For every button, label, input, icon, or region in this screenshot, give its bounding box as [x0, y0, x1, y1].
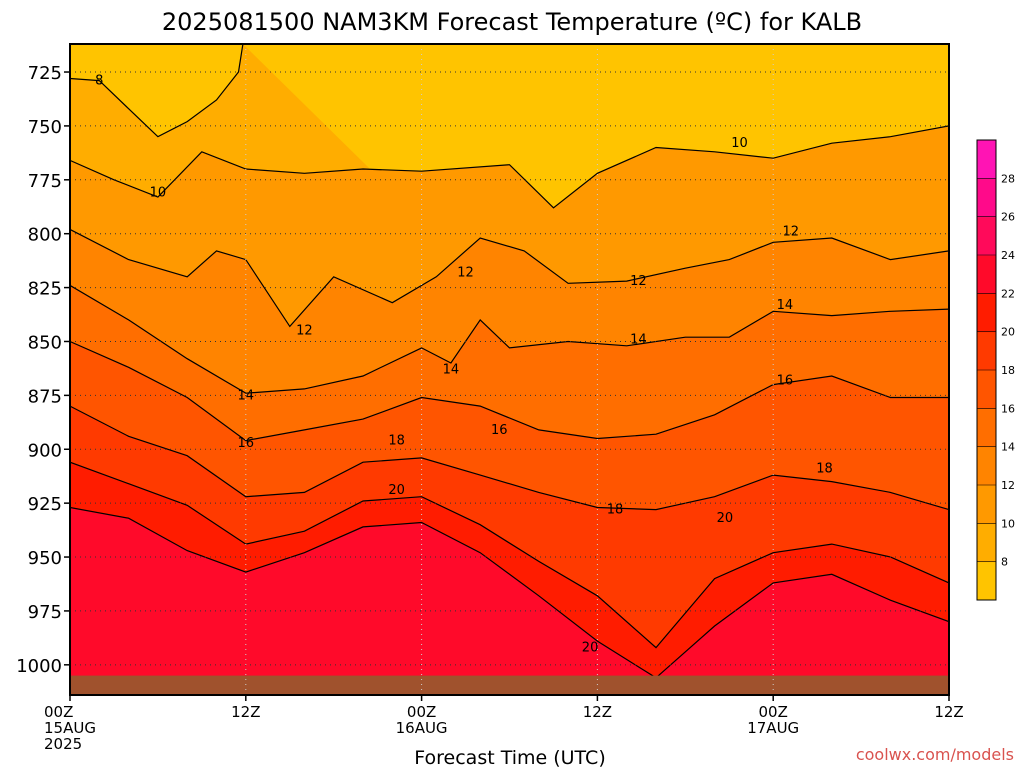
- x-tick-label-60-0: 12Z: [934, 703, 963, 721]
- contour-label-11: 16: [238, 436, 255, 451]
- y-tick-label-775: 775: [28, 171, 62, 192]
- isotherm-10: [70, 125, 949, 209]
- contour-label-10: 14: [777, 298, 794, 313]
- y-tick-label-825: 825: [28, 279, 62, 300]
- x-tick-label-48-1: 17AUG: [747, 719, 799, 737]
- colorbar-label-18: 18: [1001, 364, 1015, 377]
- contour-label-16: 18: [816, 462, 833, 477]
- contour-label-15: 18: [607, 503, 624, 518]
- y-tick-label-1000: 1000: [16, 656, 62, 677]
- contour-label-9: 14: [630, 332, 647, 347]
- isotherm-20: [70, 461, 949, 649]
- x-tick-label-48-0: 00Z: [759, 703, 788, 721]
- grid-lines: [70, 44, 949, 695]
- temp-band-22: [70, 507, 949, 695]
- isotherm-22: [70, 506, 949, 679]
- colorbar-segment-24: [977, 216, 996, 256]
- x-tick-label-0-0: 00Z: [44, 703, 73, 721]
- plot-frame: [69, 43, 950, 696]
- colorbar-segment-18: [977, 331, 996, 371]
- y-tick-label-850: 850: [28, 332, 62, 353]
- colorbar-segment-22: [977, 255, 996, 294]
- colorbar-segment-28: [977, 140, 996, 179]
- colorbar-segment-6: [977, 561, 996, 601]
- contour-label-12: 16: [491, 423, 508, 438]
- colorbar-label-12: 12: [1001, 479, 1015, 492]
- contour-label-1: 10: [150, 186, 167, 201]
- y-axis-ticks: 725 750 775 800 825 850 875 900 925 950 975 1000: [16, 63, 70, 677]
- x-tick-label-24-0: 00Z: [407, 703, 436, 721]
- colorbar-label-20: 20: [1001, 326, 1015, 339]
- colorbar-label-10: 10: [1001, 517, 1015, 530]
- ground-rect: [70, 675, 949, 695]
- contour-label-6: 12: [783, 225, 800, 240]
- colorbar-legend: 8 10 12 14 16 18 20 22 24 26 28: [976, 139, 1015, 601]
- colorbar-label-8: 8: [1001, 556, 1008, 569]
- isotherm-8: [70, 44, 244, 138]
- x-tick-label-24-1: 16AUG: [396, 719, 448, 737]
- contour-label-17: 20: [388, 483, 405, 498]
- contour-label-13: 16: [777, 373, 794, 388]
- colorbar-label-28: 28: [1001, 172, 1015, 185]
- colorbar-label-26: 26: [1001, 211, 1015, 224]
- x-tick-label-12-0: 12Z: [231, 703, 260, 721]
- contour-label-18: 20: [717, 511, 734, 526]
- contour-label-5: 12: [630, 274, 647, 289]
- colorbar-label-14: 14: [1001, 441, 1015, 454]
- colorbar-segment-16: [977, 370, 996, 409]
- x-tick-label-36-0: 12Z: [583, 703, 612, 721]
- x-axis-label: Forecast Time (UTC): [414, 747, 605, 768]
- y-tick-label-750: 750: [28, 117, 62, 138]
- contour-label-0: 8: [95, 74, 103, 89]
- y-tick-label-950: 950: [28, 548, 62, 569]
- temperature-bands: [70, 44, 949, 695]
- ground-surface: [70, 675, 949, 695]
- credit-link[interactable]: coolwx.com/models: [856, 745, 1014, 764]
- contour-label-19: 20: [582, 641, 599, 656]
- contour-label-8: 14: [443, 363, 460, 378]
- isotherm-12: [70, 228, 949, 328]
- isotherm-16: [70, 340, 949, 442]
- contour-label-3: 12: [296, 324, 313, 339]
- chart-title: 2025081500 NAM3KM Forecast Temperature (…: [162, 8, 862, 36]
- contour-label-14: 18: [388, 434, 405, 449]
- isotherm-18: [70, 405, 949, 511]
- y-tick-label-900: 900: [28, 440, 62, 461]
- colorbar-label-22: 22: [1001, 287, 1015, 300]
- x-tick-label-0-2: 2025: [44, 735, 82, 753]
- contour-label-7: 14: [238, 388, 255, 403]
- contour-label-4: 12: [457, 265, 474, 280]
- y-tick-label-975: 975: [28, 602, 62, 623]
- y-tick-label-800: 800: [28, 225, 62, 246]
- contour-label-2: 10: [731, 136, 748, 151]
- isotherm-lines: [70, 44, 949, 679]
- contour-labels: 8 10 10 12 12 12 12 14 14 14 14 16 16 16 18 18 18 20 20 20: [95, 74, 833, 656]
- x-tick-label-0-1: 15AUG: [44, 719, 96, 737]
- colorbar-segment-20: [977, 293, 996, 333]
- colorbar-segment-10: [977, 485, 996, 524]
- y-tick-label-725: 725: [28, 63, 62, 84]
- colorbar-segment-26: [977, 178, 996, 218]
- colorbar-segment-14: [977, 408, 996, 448]
- colorbar-segment-12: [977, 446, 996, 486]
- isotherm-14: [70, 284, 949, 394]
- y-tick-label-875: 875: [28, 386, 62, 407]
- y-tick-label-925: 925: [28, 494, 62, 515]
- colorbar-label-16: 16: [1001, 402, 1015, 415]
- colorbar-label-24: 24: [1001, 249, 1015, 262]
- colorbar-segment-8: [977, 523, 996, 563]
